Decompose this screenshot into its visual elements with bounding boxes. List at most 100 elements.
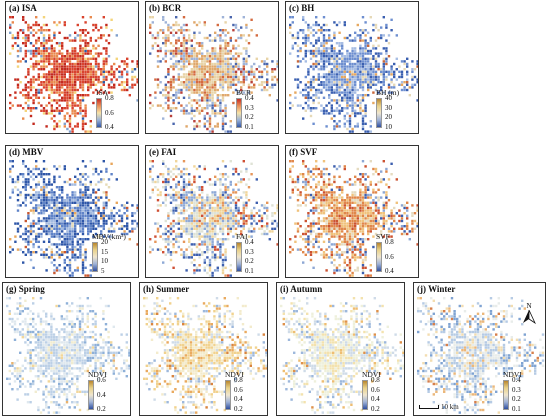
map-pixel (348, 34, 352, 37)
map-pixel (393, 75, 396, 79)
map-pixel (372, 217, 375, 220)
map-pixel (369, 78, 372, 81)
map-pixel (19, 248, 22, 251)
map-pixel (50, 243, 53, 246)
map-pixel (335, 266, 339, 269)
map-pixel (214, 196, 217, 199)
map-pixel (216, 75, 219, 79)
map-pixel (22, 186, 25, 189)
map-pixel (84, 165, 87, 168)
map-pixel (208, 199, 212, 202)
map-pixel (359, 65, 362, 68)
map-pixel (227, 201, 230, 204)
map-pixel (322, 253, 326, 256)
map-pixel (81, 264, 85, 267)
map-pixel (71, 127, 74, 131)
map-pixel (53, 75, 56, 79)
map-pixel (45, 109, 48, 112)
map-pixel (71, 235, 74, 238)
map-pixel (149, 101, 152, 105)
map-pixel (343, 225, 346, 228)
map-pixel (19, 193, 22, 197)
map-pixel (29, 26, 33, 29)
map-mbv (9, 160, 138, 277)
map-pixel (219, 81, 222, 84)
map-pixel (195, 68, 199, 71)
map-pixel (159, 193, 162, 197)
map-pixel (203, 238, 206, 241)
map-pixel (42, 62, 46, 66)
map-pixel (94, 183, 98, 186)
map-pixel (224, 78, 227, 81)
map-pixel (330, 99, 333, 102)
map-pixel (71, 109, 74, 112)
map-pixel (240, 68, 243, 71)
map-pixel (232, 44, 235, 47)
map-pixel (354, 217, 357, 220)
map-pixel (276, 62, 278, 66)
map-pixel (356, 70, 359, 73)
map-pixel (208, 65, 212, 68)
map-pixel (16, 175, 20, 178)
map-pixel (79, 219, 82, 223)
map-pixel (361, 47, 365, 50)
map-pixel (79, 188, 82, 191)
map-pixel (42, 188, 46, 191)
map-pixel (354, 212, 357, 215)
map-pixel (341, 188, 344, 191)
map-pixel (382, 34, 385, 37)
map-pixel (172, 230, 175, 233)
map-pixel (89, 120, 92, 123)
map-pixel (219, 178, 222, 181)
map-pixel (100, 180, 103, 184)
map-pixel (42, 29, 46, 32)
map-pixel (94, 26, 98, 29)
map-pixel (338, 232, 341, 236)
map-pixel (346, 107, 349, 110)
map-pixel (136, 65, 138, 68)
map-pixel (330, 243, 333, 246)
map-pixel (221, 204, 225, 207)
map-pixel (68, 88, 72, 92)
map-pixel (354, 52, 357, 55)
map-pixel (335, 186, 339, 189)
map-pixel (341, 230, 344, 233)
map-pixel (19, 81, 22, 84)
map-pixel (221, 86, 225, 89)
map-pixel (97, 206, 100, 210)
map-pixel (328, 217, 331, 220)
map-pixel (126, 227, 129, 230)
map-pixel (315, 183, 318, 186)
map-pixel (208, 60, 212, 63)
map-pixel (172, 196, 175, 199)
map-pixel (356, 222, 359, 225)
map-pixel (320, 31, 323, 34)
map-pixel (343, 57, 346, 60)
map-pixel (149, 16, 152, 19)
map-pixel (40, 29, 43, 32)
map-pixel (198, 269, 201, 272)
map-pixel (50, 323, 53, 326)
map-pixel (107, 230, 111, 233)
map-pixel (214, 47, 217, 50)
map-pixel (45, 23, 48, 27)
map-pixel (66, 232, 69, 236)
legend-svf: SVF 0.8 0.6 0.4 (376, 232, 412, 275)
map-pixel (335, 52, 339, 55)
map-pixel (216, 209, 219, 212)
map-pixel (182, 107, 186, 110)
map-pixel (81, 227, 85, 230)
map-pixel (343, 261, 346, 264)
map-pixel (151, 191, 154, 194)
map-pixel (156, 78, 160, 81)
map-pixel (400, 88, 404, 92)
map-pixel (22, 31, 25, 34)
map-pixel (198, 206, 201, 210)
map-pixel (211, 219, 214, 223)
map-pixel (185, 196, 188, 199)
map-pixel (219, 36, 222, 40)
map-pixel (102, 201, 105, 204)
map-pixel (367, 62, 370, 66)
map-pixel (206, 248, 209, 251)
map-pixel (188, 230, 191, 233)
